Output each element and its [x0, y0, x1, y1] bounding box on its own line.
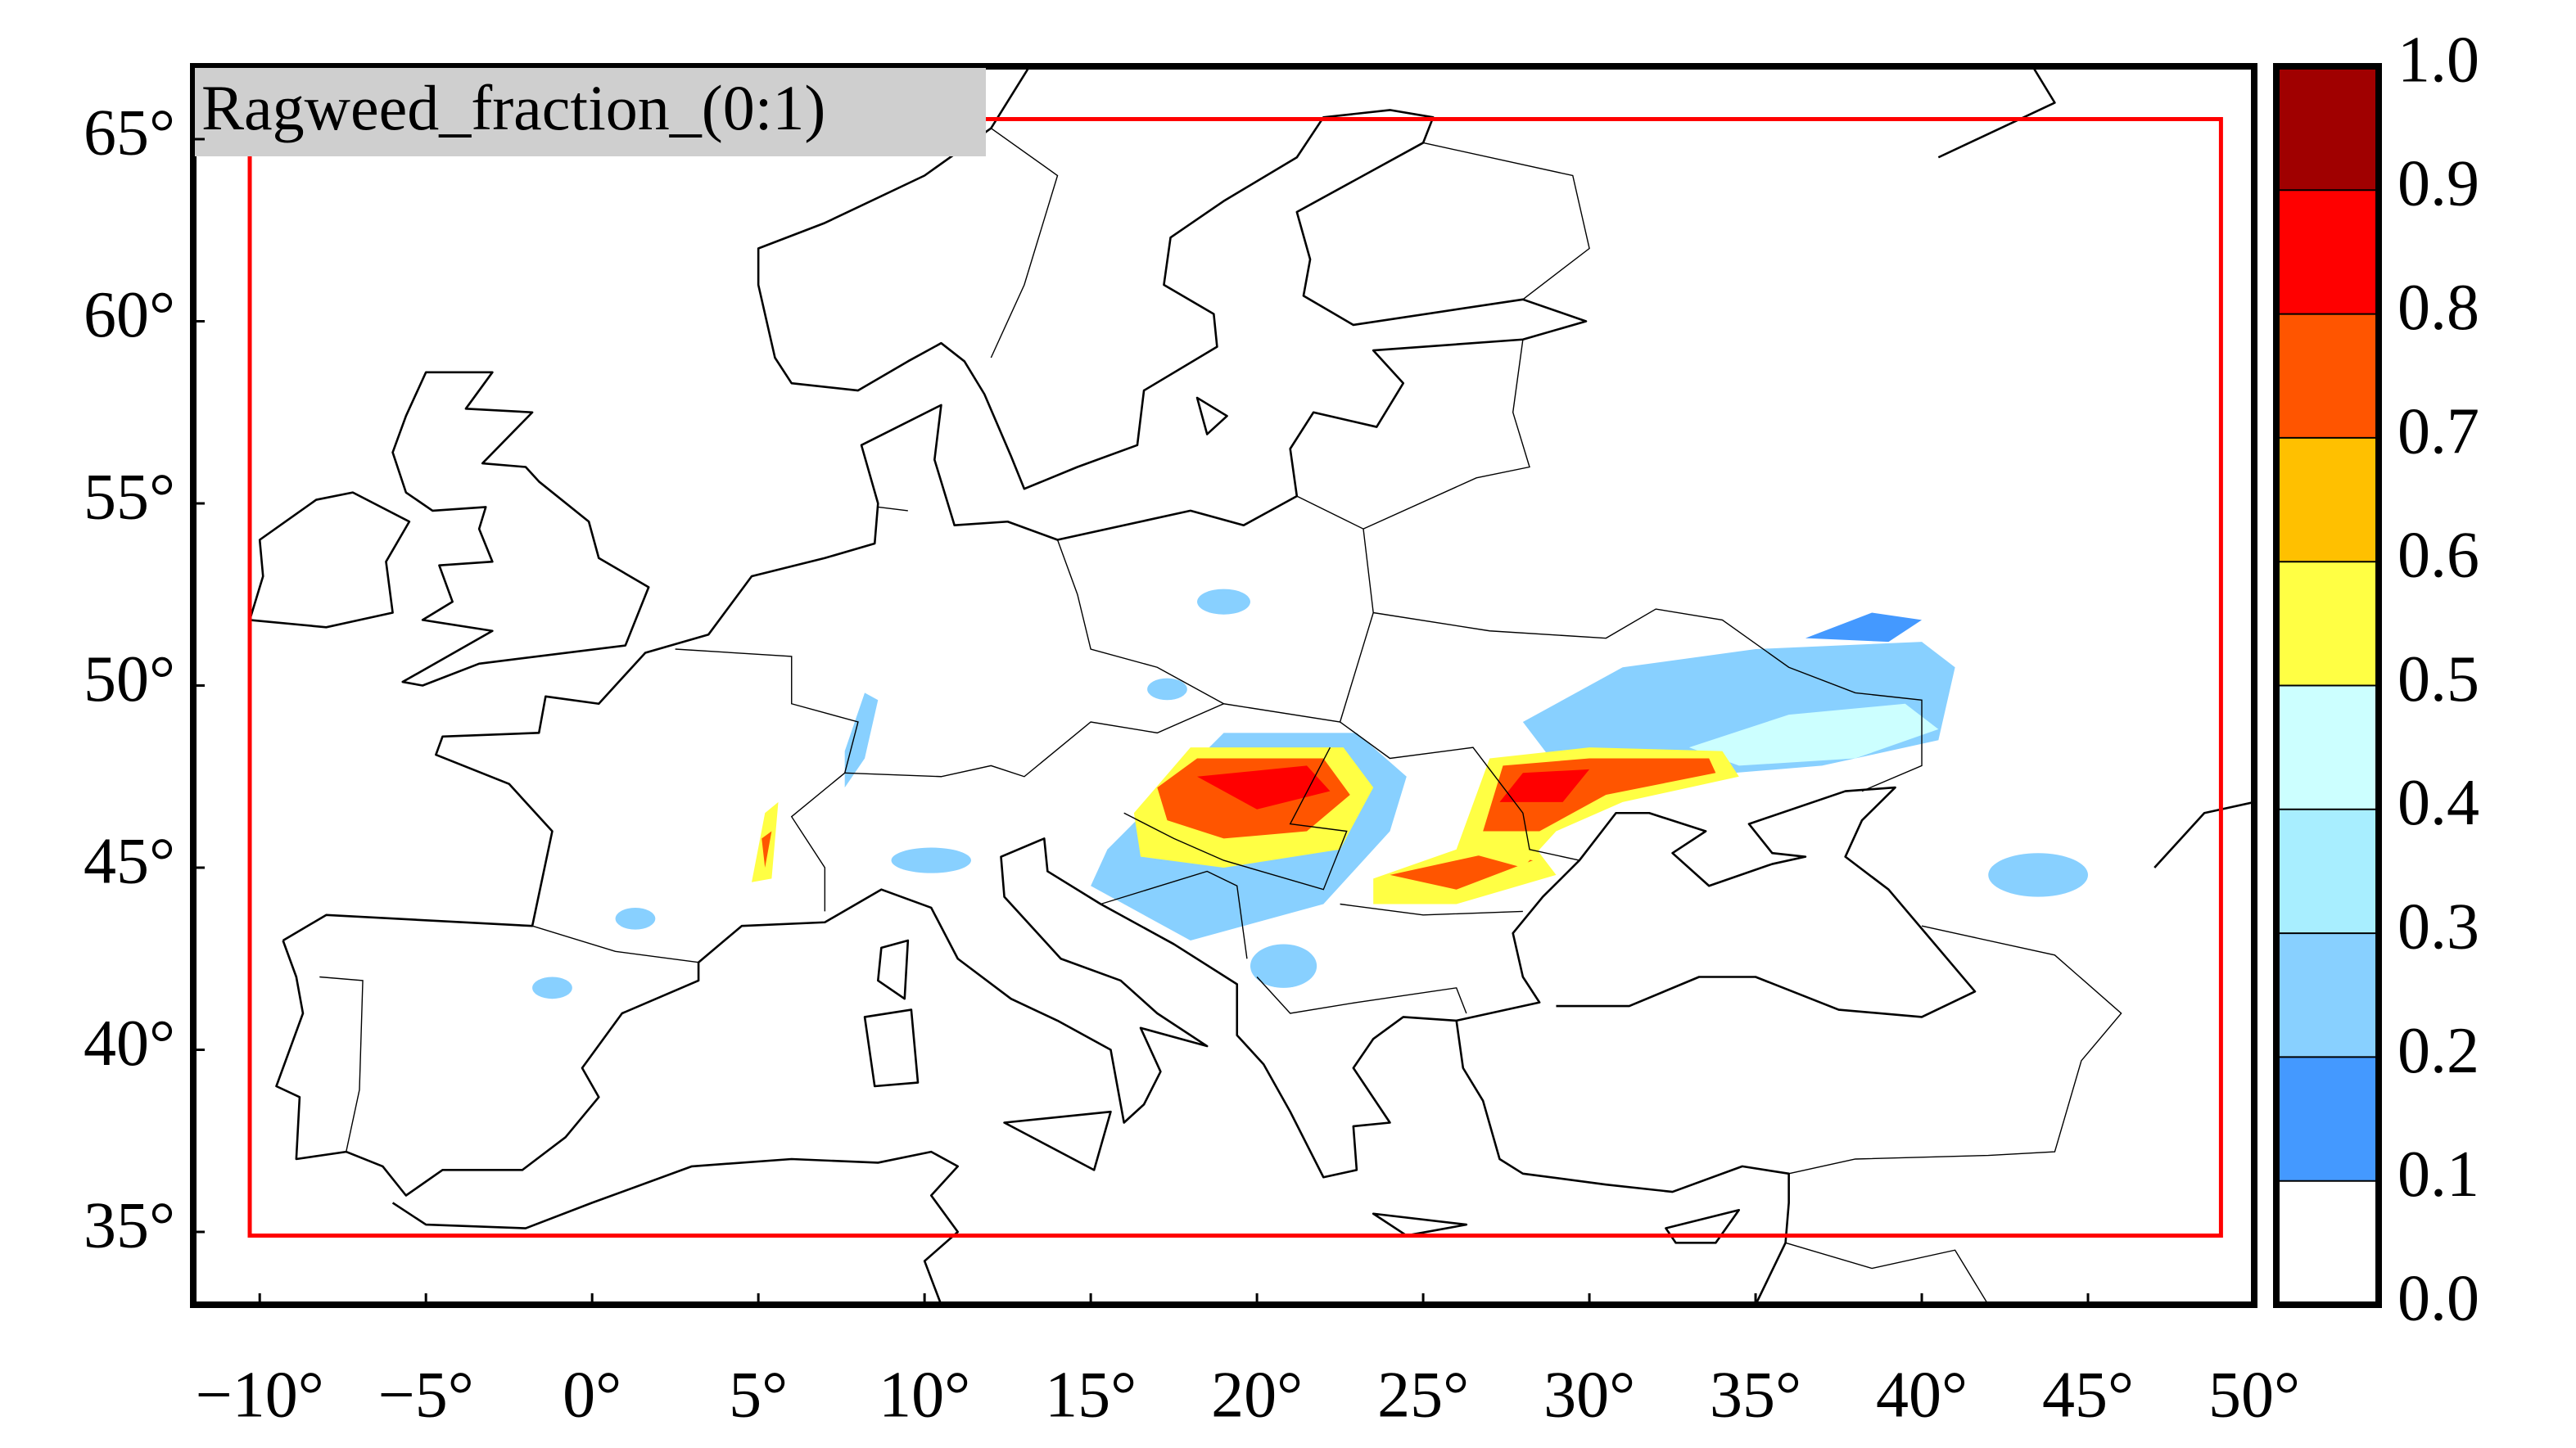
country-borders [319, 129, 2121, 1305]
colorbar-tick-label: 1.0 [2397, 24, 2479, 96]
colorbar-segment [2276, 1057, 2379, 1181]
x-tick-label: 40° [1876, 1359, 1968, 1431]
colorbar-segment [2276, 809, 2379, 934]
y-tick-label: 45° [84, 825, 175, 897]
map-area [0, 48, 2254, 1305]
x-tick-label: 25° [1377, 1359, 1469, 1431]
x-tick-label: 50° [2208, 1359, 2300, 1431]
y-tick-label: 65° [84, 97, 175, 169]
colorbar-tick-label: 0.1 [2397, 1139, 2479, 1211]
colorbar-segment [2276, 66, 2379, 191]
x-tick-label: 5° [729, 1359, 788, 1431]
ragweed-field [532, 589, 2089, 999]
axes: −10° −5° 0° 5° 10° 15° 20° 25° 30° 35° 40° 45° 50° 35… [84, 97, 2300, 1431]
colorbar-frame [2273, 63, 2382, 1308]
x-tick-label: −10° [196, 1359, 324, 1431]
colorbar-segment [2276, 190, 2379, 314]
y-tick-label: 50° [84, 643, 175, 715]
x-tick-label: 30° [1543, 1359, 1635, 1431]
y-tick-label: 35° [84, 1189, 175, 1261]
x-tick-label: −5° [378, 1359, 474, 1431]
title-box [195, 68, 986, 156]
x-tick-label: 15° [1045, 1359, 1137, 1431]
colorbar-segment [2276, 314, 2379, 438]
x-tick-label: 35° [1710, 1359, 1801, 1431]
colorbar-segment [2276, 933, 2379, 1058]
colorbar-segment [2276, 1180, 2379, 1305]
colorbar-tick-label: 0.7 [2397, 395, 2479, 467]
colorbar-tick-label: 0.2 [2397, 1015, 2479, 1087]
colorbar-segment [2276, 685, 2379, 810]
colorbar-segment [2276, 437, 2379, 562]
colorbar-tick-label: 0.9 [2397, 148, 2479, 220]
colorbar-tick-label: 0.4 [2397, 767, 2479, 839]
domain-box [250, 120, 2221, 1236]
x-tick-label: 20° [1211, 1359, 1303, 1431]
x-tick-label: 10° [879, 1359, 970, 1431]
map-title: Ragweed_fraction_(0:1) [201, 72, 825, 143]
colorbar-tick-label: 0.8 [2397, 272, 2479, 344]
x-tick-label: 0° [563, 1359, 621, 1431]
y-tick-label: 55° [84, 461, 175, 533]
x-tick-label: 45° [2042, 1359, 2134, 1431]
colorbar-tick-label: 0.5 [2397, 643, 2479, 715]
coastlines [0, 48, 2254, 1305]
y-tick-label: 60° [84, 279, 175, 351]
y-tick-label: 40° [84, 1008, 175, 1080]
colorbar-tick-label: 0.6 [2397, 520, 2479, 592]
colorbar-segment [2276, 562, 2379, 686]
colorbar-tick-label: 0.0 [2397, 1262, 2479, 1334]
geo-layer [0, 48, 2254, 1305]
colorbar-tick-label: 0.3 [2397, 891, 2479, 963]
colorbar: 0.0 0.1 0.2 0.3 0.4 0.5 0.6 0.7 0.8 0.9 1.0 [2276, 24, 2479, 1334]
